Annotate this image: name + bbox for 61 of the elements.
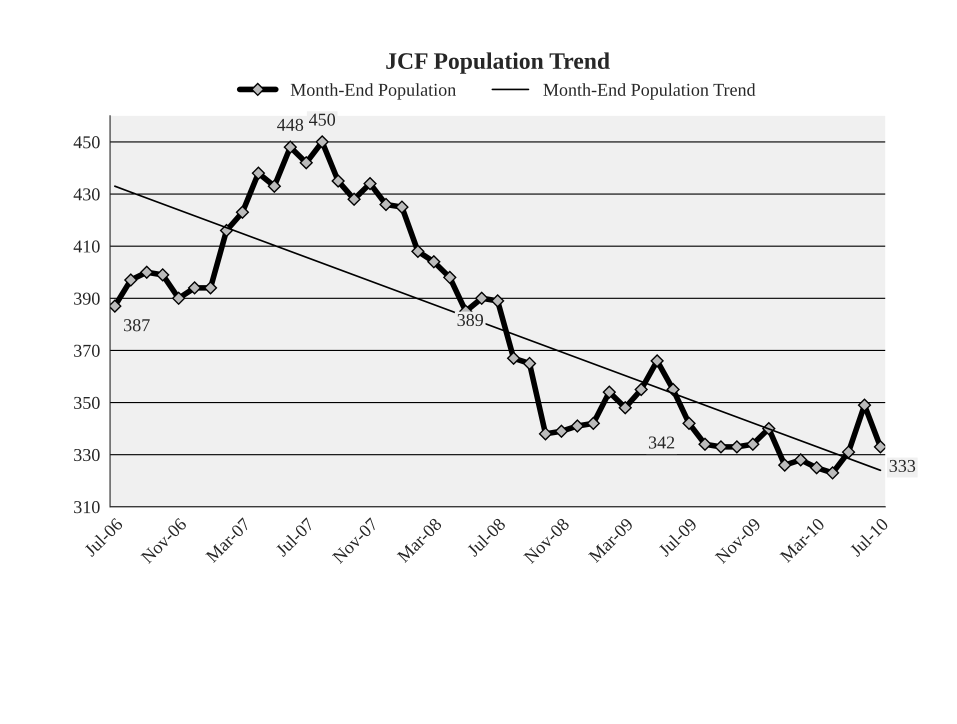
legend-label: Month-End Population xyxy=(290,83,456,100)
point xyxy=(332,174,345,188)
point xyxy=(794,453,808,466)
point xyxy=(602,386,616,399)
point xyxy=(491,294,504,308)
point xyxy=(746,438,760,451)
point xyxy=(682,416,696,430)
legend-label: Month-End Population Trend xyxy=(543,83,756,100)
y-tick-label: 390 xyxy=(74,292,100,305)
data-label: 387 xyxy=(124,319,150,332)
y-tick-label: 410 xyxy=(74,240,100,253)
point xyxy=(204,281,218,294)
point xyxy=(300,156,313,170)
point xyxy=(714,440,728,454)
point xyxy=(522,356,536,370)
point xyxy=(842,445,856,459)
point xyxy=(316,135,329,148)
point xyxy=(156,268,170,282)
point xyxy=(586,416,600,430)
y-tick-label: 370 xyxy=(74,344,100,357)
point xyxy=(427,255,440,268)
point xyxy=(411,244,424,258)
point xyxy=(475,292,488,305)
point xyxy=(268,180,281,193)
y-tick-label: 330 xyxy=(74,448,100,462)
y-tick-label: 430 xyxy=(74,188,100,200)
point xyxy=(236,206,250,219)
point xyxy=(778,458,792,472)
point xyxy=(140,266,154,279)
point xyxy=(570,419,584,433)
point xyxy=(172,292,186,305)
point xyxy=(634,382,648,396)
point xyxy=(507,352,520,365)
y-tick-label: 350 xyxy=(74,396,100,409)
point xyxy=(188,281,202,294)
point xyxy=(538,427,552,440)
point xyxy=(730,440,744,454)
point xyxy=(124,273,138,287)
point xyxy=(395,200,409,214)
point xyxy=(698,438,712,451)
data-label: 333 xyxy=(890,460,916,472)
point xyxy=(810,461,824,474)
point xyxy=(443,270,456,284)
point xyxy=(874,440,886,454)
point xyxy=(554,424,568,438)
point xyxy=(252,166,265,180)
point xyxy=(348,192,361,206)
data-label: 450 xyxy=(309,114,336,126)
chart-title: JCF Population Trend xyxy=(386,52,610,74)
point xyxy=(618,401,632,414)
point xyxy=(826,466,840,480)
point xyxy=(284,140,297,154)
y-tick-label: 310 xyxy=(74,501,100,514)
data-label: 342 xyxy=(648,436,674,449)
point xyxy=(379,198,393,212)
y-tick-label: 450 xyxy=(74,136,100,148)
point xyxy=(650,354,664,368)
point xyxy=(858,398,872,412)
point xyxy=(363,177,377,190)
data-label: 448 xyxy=(277,118,304,131)
data-label: 389 xyxy=(458,314,484,326)
